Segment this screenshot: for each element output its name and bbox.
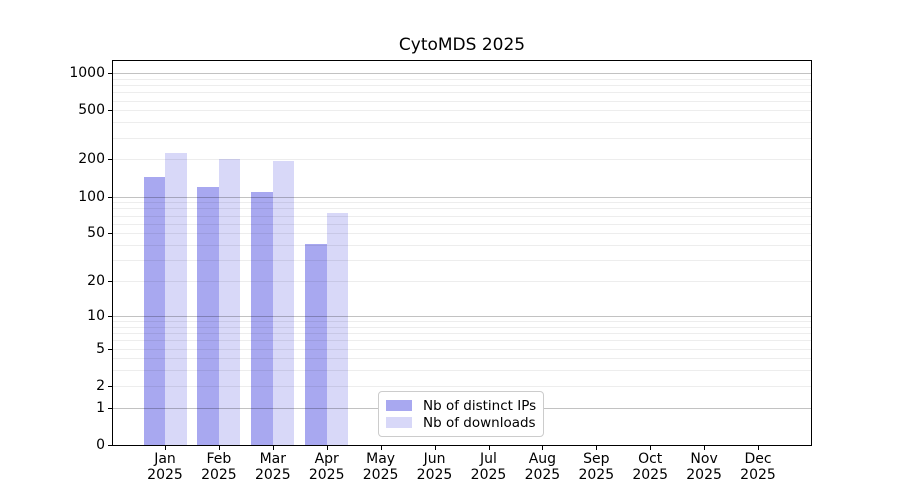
y-tick-label-0: 0: [96, 437, 105, 453]
bar-downloads-feb: [218, 159, 241, 445]
x-tick-mark-oct: [650, 445, 652, 450]
x-tick-label-nov: Nov 2025: [686, 451, 722, 483]
legend-label-downloads: Nb of downloads: [423, 414, 536, 431]
y-tick-mark-1: [108, 407, 113, 409]
legend: Nb of distinct IPs Nb of downloads: [378, 391, 544, 437]
x-tick-mark-mar: [272, 445, 274, 450]
x-tick-label-jan: Jan 2025: [147, 451, 183, 483]
y-tick-label-1000: 1000: [69, 65, 105, 81]
legend-item-distinct-ips: Nb of distinct IPs: [386, 397, 536, 414]
y-tick-mark-10: [108, 315, 113, 317]
x-tick-mark-aug: [542, 445, 544, 450]
y-tick-label-5: 5: [96, 340, 105, 357]
bar-distinct-ips-apr: [305, 243, 327, 445]
y-tick-label-100: 100: [78, 188, 105, 205]
bar-downloads-jan: [165, 152, 187, 445]
y-tick-label-50: 50: [87, 225, 105, 242]
x-tick-label-may: May 2025: [362, 451, 399, 483]
y-tick-mark-2: [108, 385, 113, 387]
x-tick-label-feb: Feb 2025: [201, 451, 237, 483]
y-tick-mark-1000: [108, 73, 113, 74]
x-tick-mark-nov: [704, 445, 706, 450]
y-tick-label-500: 500: [78, 102, 105, 119]
legend-label-distinct-ips: Nb of distinct IPs: [423, 397, 537, 414]
bar-distinct-ips-mar: [251, 192, 273, 445]
x-tick-label-mar: Mar 2025: [254, 451, 291, 483]
y-tick-label-20: 20: [87, 273, 105, 290]
bar-distinct-ips-feb: [197, 186, 219, 445]
x-tick-label-oct: Oct 2025: [632, 451, 668, 483]
y-tick-mark-200: [108, 159, 113, 161]
x-tick-mark-jan: [165, 445, 166, 450]
x-tick-label-jul: Jul 2025: [470, 451, 507, 483]
y-tick-label-10: 10: [87, 307, 105, 324]
y-tick-mark-500: [108, 110, 113, 112]
y-tick-label-2: 2: [96, 377, 105, 394]
plot-area: 0 1 2 5 10 20 50 100 200 500 1000 Jan 2025 Feb 2025 M…: [69, 60, 812, 483]
x-tick-mark-feb: [218, 445, 220, 450]
y-tick-mark-100: [108, 196, 113, 198]
axis-ticks-layer: 0 1 2 5 10 20 50 100 200 500 1000 Jan 2025 Feb 2025 M…: [69, 61, 811, 483]
legend-swatch-distinct-ips: [386, 400, 412, 411]
x-tick-label-dec: Dec 2025: [740, 451, 776, 483]
x-tick-label-sep: Sep 2025: [578, 451, 615, 483]
x-tick-mark-jun: [434, 445, 436, 450]
bar-distinct-ips-jan: [143, 177, 165, 445]
bars-layer: [113, 61, 811, 445]
x-tick-mark-may: [380, 445, 382, 450]
y-tick-label-1: 1: [96, 399, 105, 416]
x-tick-label-apr: Apr 2025: [308, 451, 345, 483]
bar-downloads-apr: [326, 212, 349, 445]
legend-item-downloads: Nb of downloads: [386, 414, 536, 431]
x-tick-label-jun: Jun 2025: [416, 451, 453, 483]
y-tick-mark-20: [108, 281, 113, 283]
y-tick-mark-50: [108, 233, 113, 235]
y-tick-mark-0: [108, 445, 113, 446]
bar-downloads-mar: [272, 161, 295, 445]
x-tick-mark-jul: [488, 445, 490, 450]
y-tick-label-200: 200: [78, 151, 105, 168]
x-tick-mark-apr: [326, 445, 328, 450]
x-tick-mark-sep: [596, 445, 598, 450]
y-tick-mark-5: [108, 348, 113, 350]
legend-swatch-downloads: [386, 417, 412, 428]
chart-title: CytoMDS 2025: [398, 35, 526, 55]
x-tick-mark-dec: [758, 445, 759, 450]
x-tick-label-aug: Aug 2025: [524, 451, 561, 483]
